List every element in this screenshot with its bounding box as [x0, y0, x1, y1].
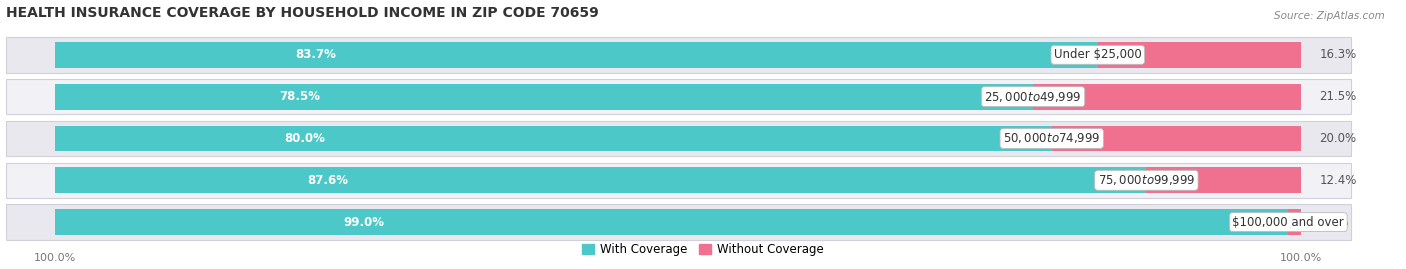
Text: 21.5%: 21.5% [1319, 90, 1357, 103]
Bar [6, 121, 1351, 156]
Bar [6, 37, 1351, 73]
Bar [6, 79, 1351, 114]
Bar [55, 167, 1146, 193]
Text: $75,000 to $99,999: $75,000 to $99,999 [1098, 173, 1195, 187]
Bar [55, 126, 1052, 151]
Bar [6, 204, 1351, 240]
Text: Under $25,000: Under $25,000 [1054, 48, 1142, 61]
Text: 20.0%: 20.0% [1319, 132, 1357, 145]
Bar [1052, 126, 1301, 151]
Bar [1033, 84, 1301, 110]
Text: 83.7%: 83.7% [295, 48, 336, 61]
Text: 12.4%: 12.4% [1319, 174, 1357, 187]
Text: 78.5%: 78.5% [280, 90, 321, 103]
Bar [6, 162, 1351, 198]
Bar [55, 209, 1288, 235]
Text: 80.0%: 80.0% [284, 132, 325, 145]
Bar [1288, 209, 1301, 235]
Text: $50,000 to $74,999: $50,000 to $74,999 [1002, 132, 1101, 146]
Text: 1.0%: 1.0% [1319, 215, 1350, 229]
Legend: With Coverage, Without Coverage: With Coverage, Without Coverage [578, 239, 828, 261]
Text: Source: ZipAtlas.com: Source: ZipAtlas.com [1274, 11, 1385, 21]
Text: 16.3%: 16.3% [1319, 48, 1357, 61]
Bar [55, 42, 1098, 68]
Bar [1146, 167, 1301, 193]
Text: 99.0%: 99.0% [343, 215, 384, 229]
Text: $25,000 to $49,999: $25,000 to $49,999 [984, 90, 1081, 104]
Text: HEALTH INSURANCE COVERAGE BY HOUSEHOLD INCOME IN ZIP CODE 70659: HEALTH INSURANCE COVERAGE BY HOUSEHOLD I… [6, 6, 599, 20]
Bar [1098, 42, 1301, 68]
Text: $100,000 and over: $100,000 and over [1233, 215, 1344, 229]
Bar [55, 84, 1033, 110]
Text: 87.6%: 87.6% [308, 174, 349, 187]
